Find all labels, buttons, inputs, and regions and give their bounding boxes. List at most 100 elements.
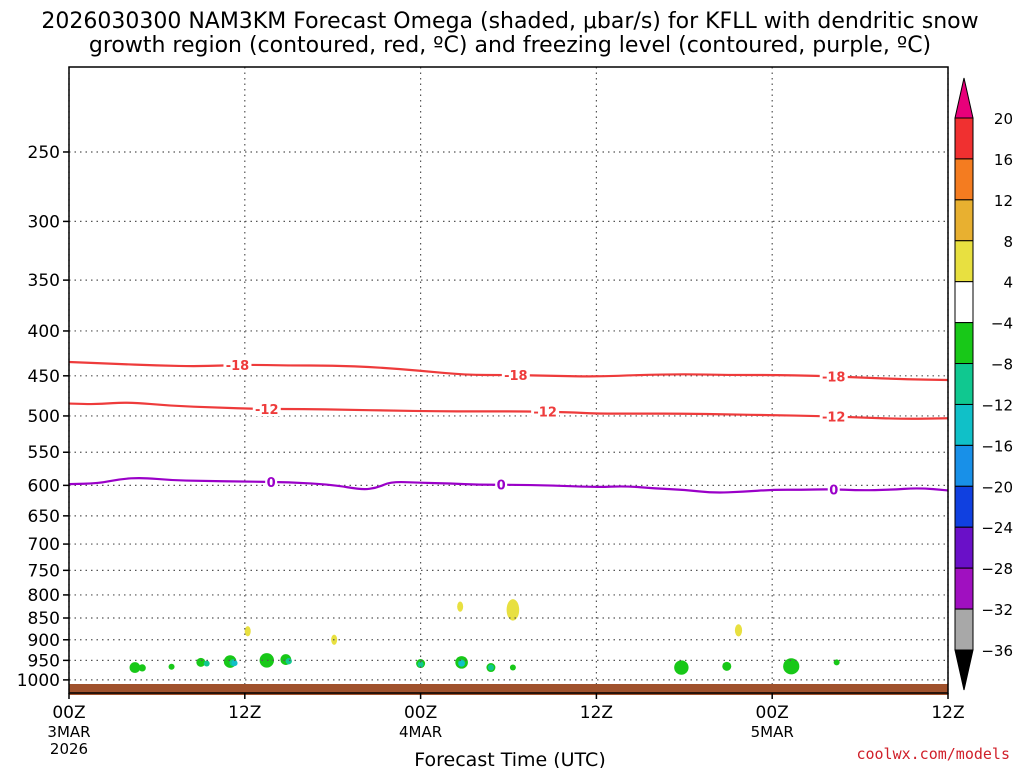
credit-text: coolwx.com/models [856, 745, 1010, 763]
y-tick-label: 250 [28, 143, 60, 163]
contour-label-bg [501, 368, 530, 383]
x-tick-label: 12Z [228, 703, 261, 723]
contour-label: 0 [267, 476, 276, 491]
colorbar-label: −20 [981, 478, 1013, 496]
y-tick-label: 350 [28, 271, 60, 291]
omega-cell [487, 664, 494, 671]
chart-title: 2026030300 NAM3KM Forecast Omega (shaded… [41, 9, 978, 58]
y-tick-label: 550 [28, 443, 60, 463]
colorbar-swatch [954, 158, 974, 201]
y-axis: 2503003504004505005506006507007508008509… [17, 143, 69, 691]
colorbar-label: −16 [981, 437, 1013, 455]
colorbar-label: −4 [991, 315, 1013, 333]
grid-layer [68, 67, 949, 693]
colorbar-label: −28 [981, 560, 1013, 578]
contour-label: -12 [255, 403, 279, 418]
contour-label: 0 [497, 479, 506, 494]
colorbar-label: 8 [1003, 233, 1013, 251]
colorbar-label: 20 [994, 110, 1013, 128]
y-tick-label: 600 [28, 476, 60, 496]
contour-label-bg [252, 402, 281, 417]
y-tick-label: 650 [28, 507, 60, 527]
colorbar-swatch [954, 322, 974, 365]
x-tick-label: 12Z [580, 703, 613, 723]
contour-label-bg [827, 482, 840, 497]
x-tick-label: 12Z [931, 703, 964, 723]
contour-label: -18 [504, 369, 528, 384]
omega-cell [231, 660, 238, 667]
colorbar-label: −12 [981, 396, 1013, 414]
contour-label: -18 [226, 359, 250, 374]
contour-label: -12 [822, 411, 846, 426]
y-tick-label: 900 [28, 631, 60, 651]
title-line-1: 2026030300 NAM3KM Forecast Omega (shaded… [41, 9, 978, 34]
contour-label-bg [265, 474, 278, 489]
omega-cell [196, 657, 206, 667]
contour-line [68, 360, 949, 382]
y-tick-label: 950 [28, 651, 60, 671]
y-tick-label: 750 [28, 561, 60, 581]
colorbar-bottom-arrow [954, 649, 974, 691]
x-tick-sublabel: 3MAR [47, 723, 90, 741]
omega-cell [457, 601, 464, 612]
contour-label-bg [819, 369, 848, 384]
colorbar-swatch [954, 403, 974, 446]
y-tick-label: 1000 [17, 671, 60, 691]
title-line-2: growth region (contoured, red, ºC) and f… [89, 33, 931, 58]
omega-cell [285, 658, 292, 665]
colorbar-label: −24 [981, 519, 1013, 537]
colorbar-swatch [954, 363, 974, 405]
omega-cell [734, 624, 743, 637]
colorbar-label: 12 [994, 192, 1013, 210]
omega-cell [722, 661, 732, 671]
colorbar-swatch [954, 117, 974, 160]
x-tick-label: 00Z [52, 703, 85, 723]
contour-line [68, 401, 949, 420]
y-tick-label: 500 [28, 407, 60, 427]
colorbar-label: −8 [991, 356, 1013, 374]
x-tick-sublabel: 4MAR [399, 723, 442, 741]
x-axis-title: Forecast Time (UTC) [414, 749, 605, 768]
colorbar: 20 16 12 8 4 −4 −8 −12 −16 −20 −24 −28 −32 −36 [954, 77, 1013, 691]
omega-cell [509, 664, 516, 671]
contour-label: 0 [829, 483, 838, 498]
colorbar-label: 4 [1003, 274, 1013, 292]
x-tick-sublabel: 5MAR [751, 723, 794, 741]
colorbar-swatch [954, 608, 974, 651]
contour-label: -12 [533, 406, 557, 421]
contour-layer: -18 -18 -18 -12 -12 -12 0 0 0 [68, 357, 949, 498]
colorbar-top-arrow [954, 77, 974, 119]
colorbar-swatch [954, 240, 974, 283]
ground-surface-bar [69, 684, 948, 695]
omega-cell [244, 626, 251, 637]
colorbar-swatch [954, 281, 974, 324]
y-tick-label: 700 [28, 535, 60, 555]
y-tick-label: 800 [28, 586, 60, 606]
colorbar-swatch [954, 444, 974, 487]
colorbar-label: −36 [981, 642, 1013, 660]
colorbar-swatch [954, 526, 974, 569]
omega-cell [674, 660, 689, 675]
colorbar-swatch [954, 567, 974, 610]
colorbar-swatch [954, 199, 974, 242]
colorbar-label: −32 [981, 601, 1013, 619]
contour-label: -18 [822, 370, 846, 385]
contour-line [68, 477, 949, 494]
y-tick-label: 450 [28, 367, 60, 387]
omega-cell [168, 663, 175, 670]
omega-cell [417, 661, 424, 668]
x-tick-label: 00Z [404, 703, 437, 723]
omega-cell [138, 664, 146, 672]
colorbar-swatch [954, 485, 974, 528]
plot-frame [68, 66, 949, 694]
y-tick-label: 400 [28, 322, 60, 342]
contour-label-bg [531, 404, 560, 419]
omega-cell [203, 660, 210, 667]
omega-cell [129, 662, 141, 673]
x-tick-sublabel: 2026 [50, 740, 88, 758]
contour-label-bg [223, 357, 252, 372]
contour-label-bg [495, 477, 508, 492]
contour-label-bg [819, 409, 848, 424]
